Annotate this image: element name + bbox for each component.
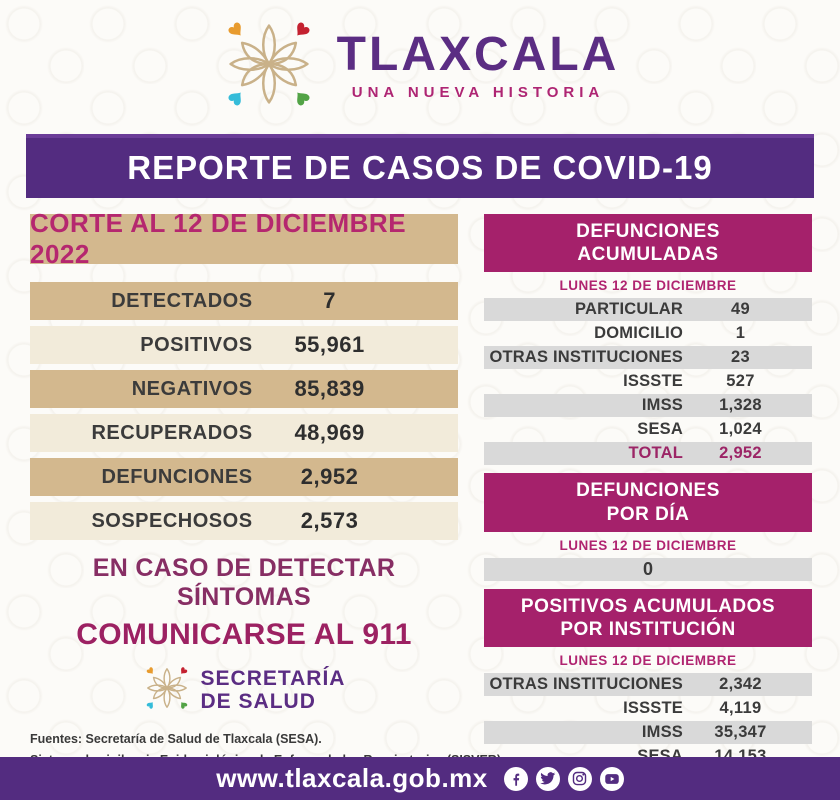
table-row: OTRAS INSTITUCIONES 23 — [484, 346, 812, 370]
stat-label: POSITIVOS — [140, 333, 253, 356]
section-title-line1: DEFUNCIONES — [576, 480, 720, 502]
row-label: OTRAS INSTITUCIONES — [489, 675, 683, 694]
stat-label: DEFUNCIONES — [101, 465, 253, 488]
footer: www.tlaxcala.gob.mx — [0, 757, 840, 800]
tlaxcala-flower-logo-icon — [221, 16, 317, 117]
section-title-line2: POR INSTITUCIÓN — [560, 618, 736, 640]
row-value: 527 — [726, 372, 755, 391]
row-label: PARTICULAR — [574, 300, 683, 319]
table-row: 0 — [484, 557, 812, 581]
section-title-line1: DEFUNCIONES — [576, 221, 720, 242]
salud-line1: SECRETARÍA — [200, 667, 346, 691]
flower-accents — [228, 22, 310, 105]
right-column: DEFUNCIONES ACUMULADAS LUNES 12 DE DICIE… — [484, 214, 812, 800]
table-row: SESA 1,024 — [484, 418, 812, 441]
stat-label: RECUPERADOS — [91, 421, 253, 444]
row-label: TOTAL — [628, 444, 683, 463]
left-column: CORTE AL 12 DE DICIEMBRE 2022 DETECTADOS… — [30, 208, 504, 800]
table-row: PARTICULAR 49 — [484, 298, 812, 322]
stat-value: 2,952 — [300, 464, 359, 489]
salud-line2: DE SALUD — [200, 689, 316, 713]
cutoff-text: CORTE AL 12 DE DICIEMBRE 2022 — [30, 208, 407, 269]
symptoms-notice: EN CASO DE DETECTAR SÍNTOMAS COMUNICARSE… — [30, 554, 458, 652]
instagram-icon[interactable] — [567, 766, 592, 791]
row-value: 2,952 — [719, 444, 762, 463]
row-value: 4,119 — [719, 699, 762, 718]
stat-row-detectados: DETECTADOS 7 — [30, 282, 458, 320]
social-icons — [503, 766, 624, 791]
row-value: 35,347 — [714, 723, 767, 742]
section-defunciones-por-dia: DEFUNCIONES POR DÍA LUNES 12 DE DICIEMBR… — [484, 473, 812, 581]
secretaria-salud-logo: SECRETARÍA DE SALUD — [30, 664, 458, 717]
row-label: OTRAS INSTITUCIONES — [489, 348, 683, 367]
row-value: 49 — [731, 300, 750, 319]
youtube-icon[interactable] — [599, 766, 624, 791]
section-title-line2: ACUMULADAS — [577, 244, 719, 266]
row-label: ISSSTE — [623, 372, 683, 391]
table-row: IMSS 1,328 — [484, 394, 812, 418]
row-value: 23 — [731, 348, 750, 367]
stat-value: 55,961 — [294, 332, 365, 357]
stat-value: 2,573 — [300, 508, 359, 533]
section-title-line2: POR DÍA — [606, 503, 690, 525]
row-value: 1 — [735, 324, 746, 343]
brand-block: TLAXCALA UNA NUEVA HISTORIA — [336, 28, 620, 102]
brand-tagline: UNA NUEVA HISTORIA — [351, 84, 605, 101]
stat-row-recuperados: RECUPERADOS 48,969 — [30, 414, 458, 452]
section-title-line1: POSITIVOS ACUMULADOS — [520, 595, 776, 617]
stat-value: 85,839 — [294, 376, 365, 401]
stat-value: 48,969 — [294, 420, 365, 445]
stat-row-negativos: NEGATIVOS 85,839 — [30, 370, 458, 408]
row-label: IMSS — [641, 723, 683, 742]
notice-line1: EN CASO DE DETECTAR SÍNTOMAS — [92, 554, 396, 611]
stat-row-positivos: POSITIVOS 55,961 — [30, 326, 458, 364]
cutoff-banner: CORTE AL 12 DE DICIEMBRE 2022 — [30, 208, 458, 269]
section-header: DEFUNCIONES POR DÍA — [484, 473, 812, 532]
content: CORTE AL 12 DE DICIEMBRE 2022 DETECTADOS… — [0, 198, 840, 800]
section-header: POSITIVOS ACUMULADOS POR INSTITUCIÓN — [484, 588, 812, 648]
stat-value: 7 — [323, 288, 336, 313]
row-label: SESA — [637, 420, 683, 439]
table-row: DOMICILIO 1 — [484, 322, 812, 345]
twitter-icon[interactable] — [535, 766, 560, 791]
section-header: DEFUNCIONES ACUMULADAS — [484, 214, 812, 273]
table-row: ISSSTE 4,119 — [484, 697, 812, 720]
row-value: 2,342 — [719, 675, 762, 694]
table-row: OTRAS INSTITUCIONES 2,342 — [484, 673, 812, 697]
header: TLAXCALA UNA NUEVA HISTORIA — [0, 0, 840, 132]
section-date: LUNES 12 DE DICIEMBRE — [559, 537, 737, 553]
section-date: LUNES 12 DE DICIEMBRE — [559, 653, 737, 669]
website-link[interactable]: www.tlaxcala.gob.mx — [216, 763, 488, 793]
stat-label: NEGATIVOS — [131, 377, 253, 400]
row-label: IMSS — [641, 396, 683, 415]
section-defunciones-acumuladas: DEFUNCIONES ACUMULADAS LUNES 12 DE DICIE… — [484, 214, 812, 466]
facebook-icon[interactable] — [503, 766, 528, 791]
row-value: 1,328 — [719, 396, 762, 415]
notice-line2: COMUNICARSE AL 911 — [76, 618, 412, 651]
brand-name: TLAXCALA — [336, 28, 620, 81]
stat-row-defunciones: DEFUNCIONES 2,952 — [30, 458, 458, 496]
secretaria-salud-flower-icon — [143, 664, 191, 717]
row-label: DOMICILIO — [594, 324, 683, 343]
report-title-banner: REPORTE DE CASOS DE COVID-19 — [26, 134, 814, 198]
row-label: ISSSTE — [623, 699, 683, 718]
stat-row-sospechosos: SOSPECHOSOS 2,573 — [30, 502, 458, 540]
report-title: REPORTE DE CASOS DE COVID-19 — [127, 149, 713, 186]
stat-label: SOSPECHOSOS — [91, 509, 253, 532]
table-row-total: TOTAL 2,952 — [484, 442, 812, 466]
section-date: LUNES 12 DE DICIEMBRE — [559, 278, 737, 294]
table-row: IMSS 35,347 — [484, 721, 812, 745]
table-row: ISSSTE 527 — [484, 370, 812, 393]
row-value: 1,024 — [719, 420, 762, 439]
secretaria-salud-text: SECRETARÍA DE SALUD — [201, 668, 346, 712]
sources-line1: Fuentes: Secretaría de Salud de Tlaxcala… — [30, 732, 322, 746]
stat-label: DETECTADOS — [111, 289, 253, 312]
row-value: 0 — [642, 558, 653, 579]
